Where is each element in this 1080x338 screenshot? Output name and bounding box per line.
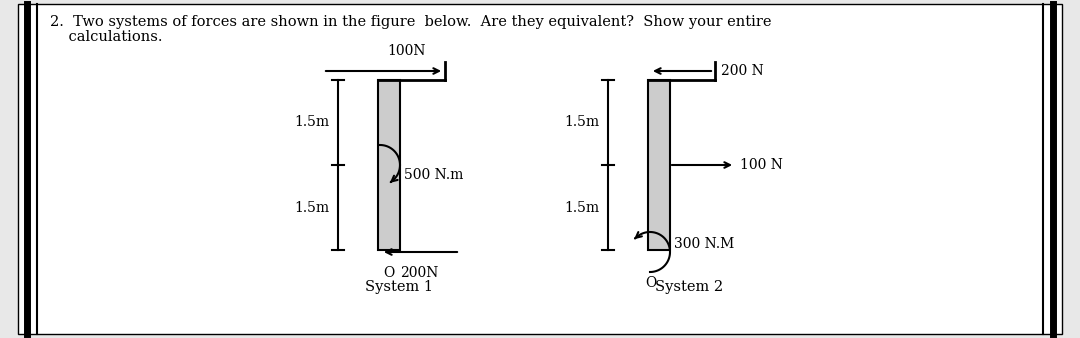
- Bar: [648, 80, 670, 250]
- Text: O: O: [383, 266, 394, 280]
- Text: O: O: [646, 276, 657, 290]
- Text: 200 N: 200 N: [721, 64, 764, 78]
- Text: 1.5m: 1.5m: [294, 200, 329, 215]
- Text: 100N: 100N: [388, 44, 427, 58]
- Text: 200N: 200N: [400, 266, 438, 280]
- Text: 100 N: 100 N: [740, 158, 783, 172]
- Text: System 1: System 1: [365, 280, 433, 294]
- Text: 1.5m: 1.5m: [564, 116, 599, 129]
- Text: 300 N.M: 300 N.M: [674, 237, 734, 251]
- Text: 1.5m: 1.5m: [564, 200, 599, 215]
- Text: 2.  Two systems of forces are shown in the figure  below.  Are they equivalent? : 2. Two systems of forces are shown in th…: [50, 15, 771, 29]
- Text: System 2: System 2: [654, 280, 724, 294]
- Text: calculations.: calculations.: [50, 30, 162, 44]
- Text: 1.5m: 1.5m: [294, 116, 329, 129]
- Text: 500 N.m: 500 N.m: [404, 168, 463, 182]
- Bar: [378, 80, 400, 250]
